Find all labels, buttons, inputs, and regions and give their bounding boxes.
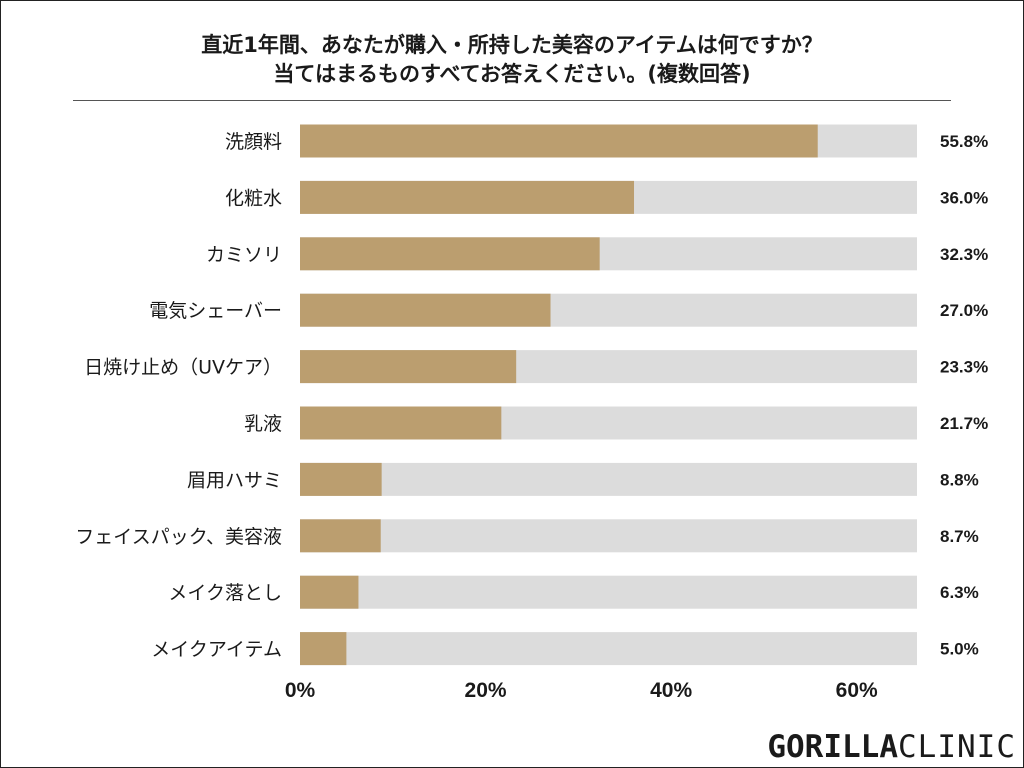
value-label: 6.3% xyxy=(940,583,979,602)
bar xyxy=(300,293,551,327)
category-label: メイクアイテム xyxy=(151,639,282,661)
bar-track xyxy=(300,462,917,496)
bar xyxy=(300,237,600,271)
value-label: 32.3% xyxy=(940,245,988,264)
value-label: 36.0% xyxy=(940,188,988,207)
x-tick-label: 0% xyxy=(285,679,316,702)
x-tick-label: 40% xyxy=(650,679,692,702)
logo-thin-text: CLINIC xyxy=(898,729,1016,765)
bar-track xyxy=(300,632,917,666)
bar xyxy=(300,519,381,553)
category-label: 眉用ハサミ xyxy=(187,469,282,491)
category-label: 化粧水 xyxy=(225,187,282,209)
logo-bold-text: GORILLA xyxy=(767,729,899,765)
value-label: 5.0% xyxy=(940,640,979,659)
bar xyxy=(300,575,359,609)
chart-title-line-2: 当てはまるものすべてお答えください。(複数回答) xyxy=(273,62,751,86)
bar xyxy=(300,462,382,496)
bar xyxy=(300,406,502,440)
category-label: カミソリ xyxy=(206,244,282,266)
category-label: 洗顔料 xyxy=(225,131,282,153)
bar-track xyxy=(300,519,917,553)
bar xyxy=(300,180,635,214)
category-label: 電気シェーバー xyxy=(149,300,282,322)
bar-track xyxy=(300,575,917,609)
value-label: 8.8% xyxy=(940,470,979,489)
bar xyxy=(300,632,347,666)
chart-title: 直近1年間、あなたが購入・所持した美容のアイテムは何ですか？ 当てはまるものすべ… xyxy=(0,31,1024,89)
value-label: 23.3% xyxy=(940,358,988,377)
category-label: 乳液 xyxy=(244,413,282,435)
bar xyxy=(300,350,517,384)
category-label: フェイスパック、美容液 xyxy=(75,526,282,548)
category-label: メイク落とし xyxy=(168,582,282,604)
category-label: 日焼け止め（UVケア） xyxy=(84,357,282,379)
bar xyxy=(300,124,818,158)
x-tick-label: 20% xyxy=(465,679,507,702)
value-label: 27.0% xyxy=(940,301,988,320)
x-tick-label: 60% xyxy=(836,679,878,702)
value-label: 55.8% xyxy=(940,132,988,151)
chart-title-line-1: 直近1年間、あなたが購入・所持した美容のアイテムは何ですか？ xyxy=(201,33,823,57)
value-label: 21.7% xyxy=(940,414,988,433)
title-divider xyxy=(73,100,951,101)
gorilla-clinic-logo: GORILLACLINIC xyxy=(767,727,1016,767)
value-label: 8.7% xyxy=(940,527,979,546)
